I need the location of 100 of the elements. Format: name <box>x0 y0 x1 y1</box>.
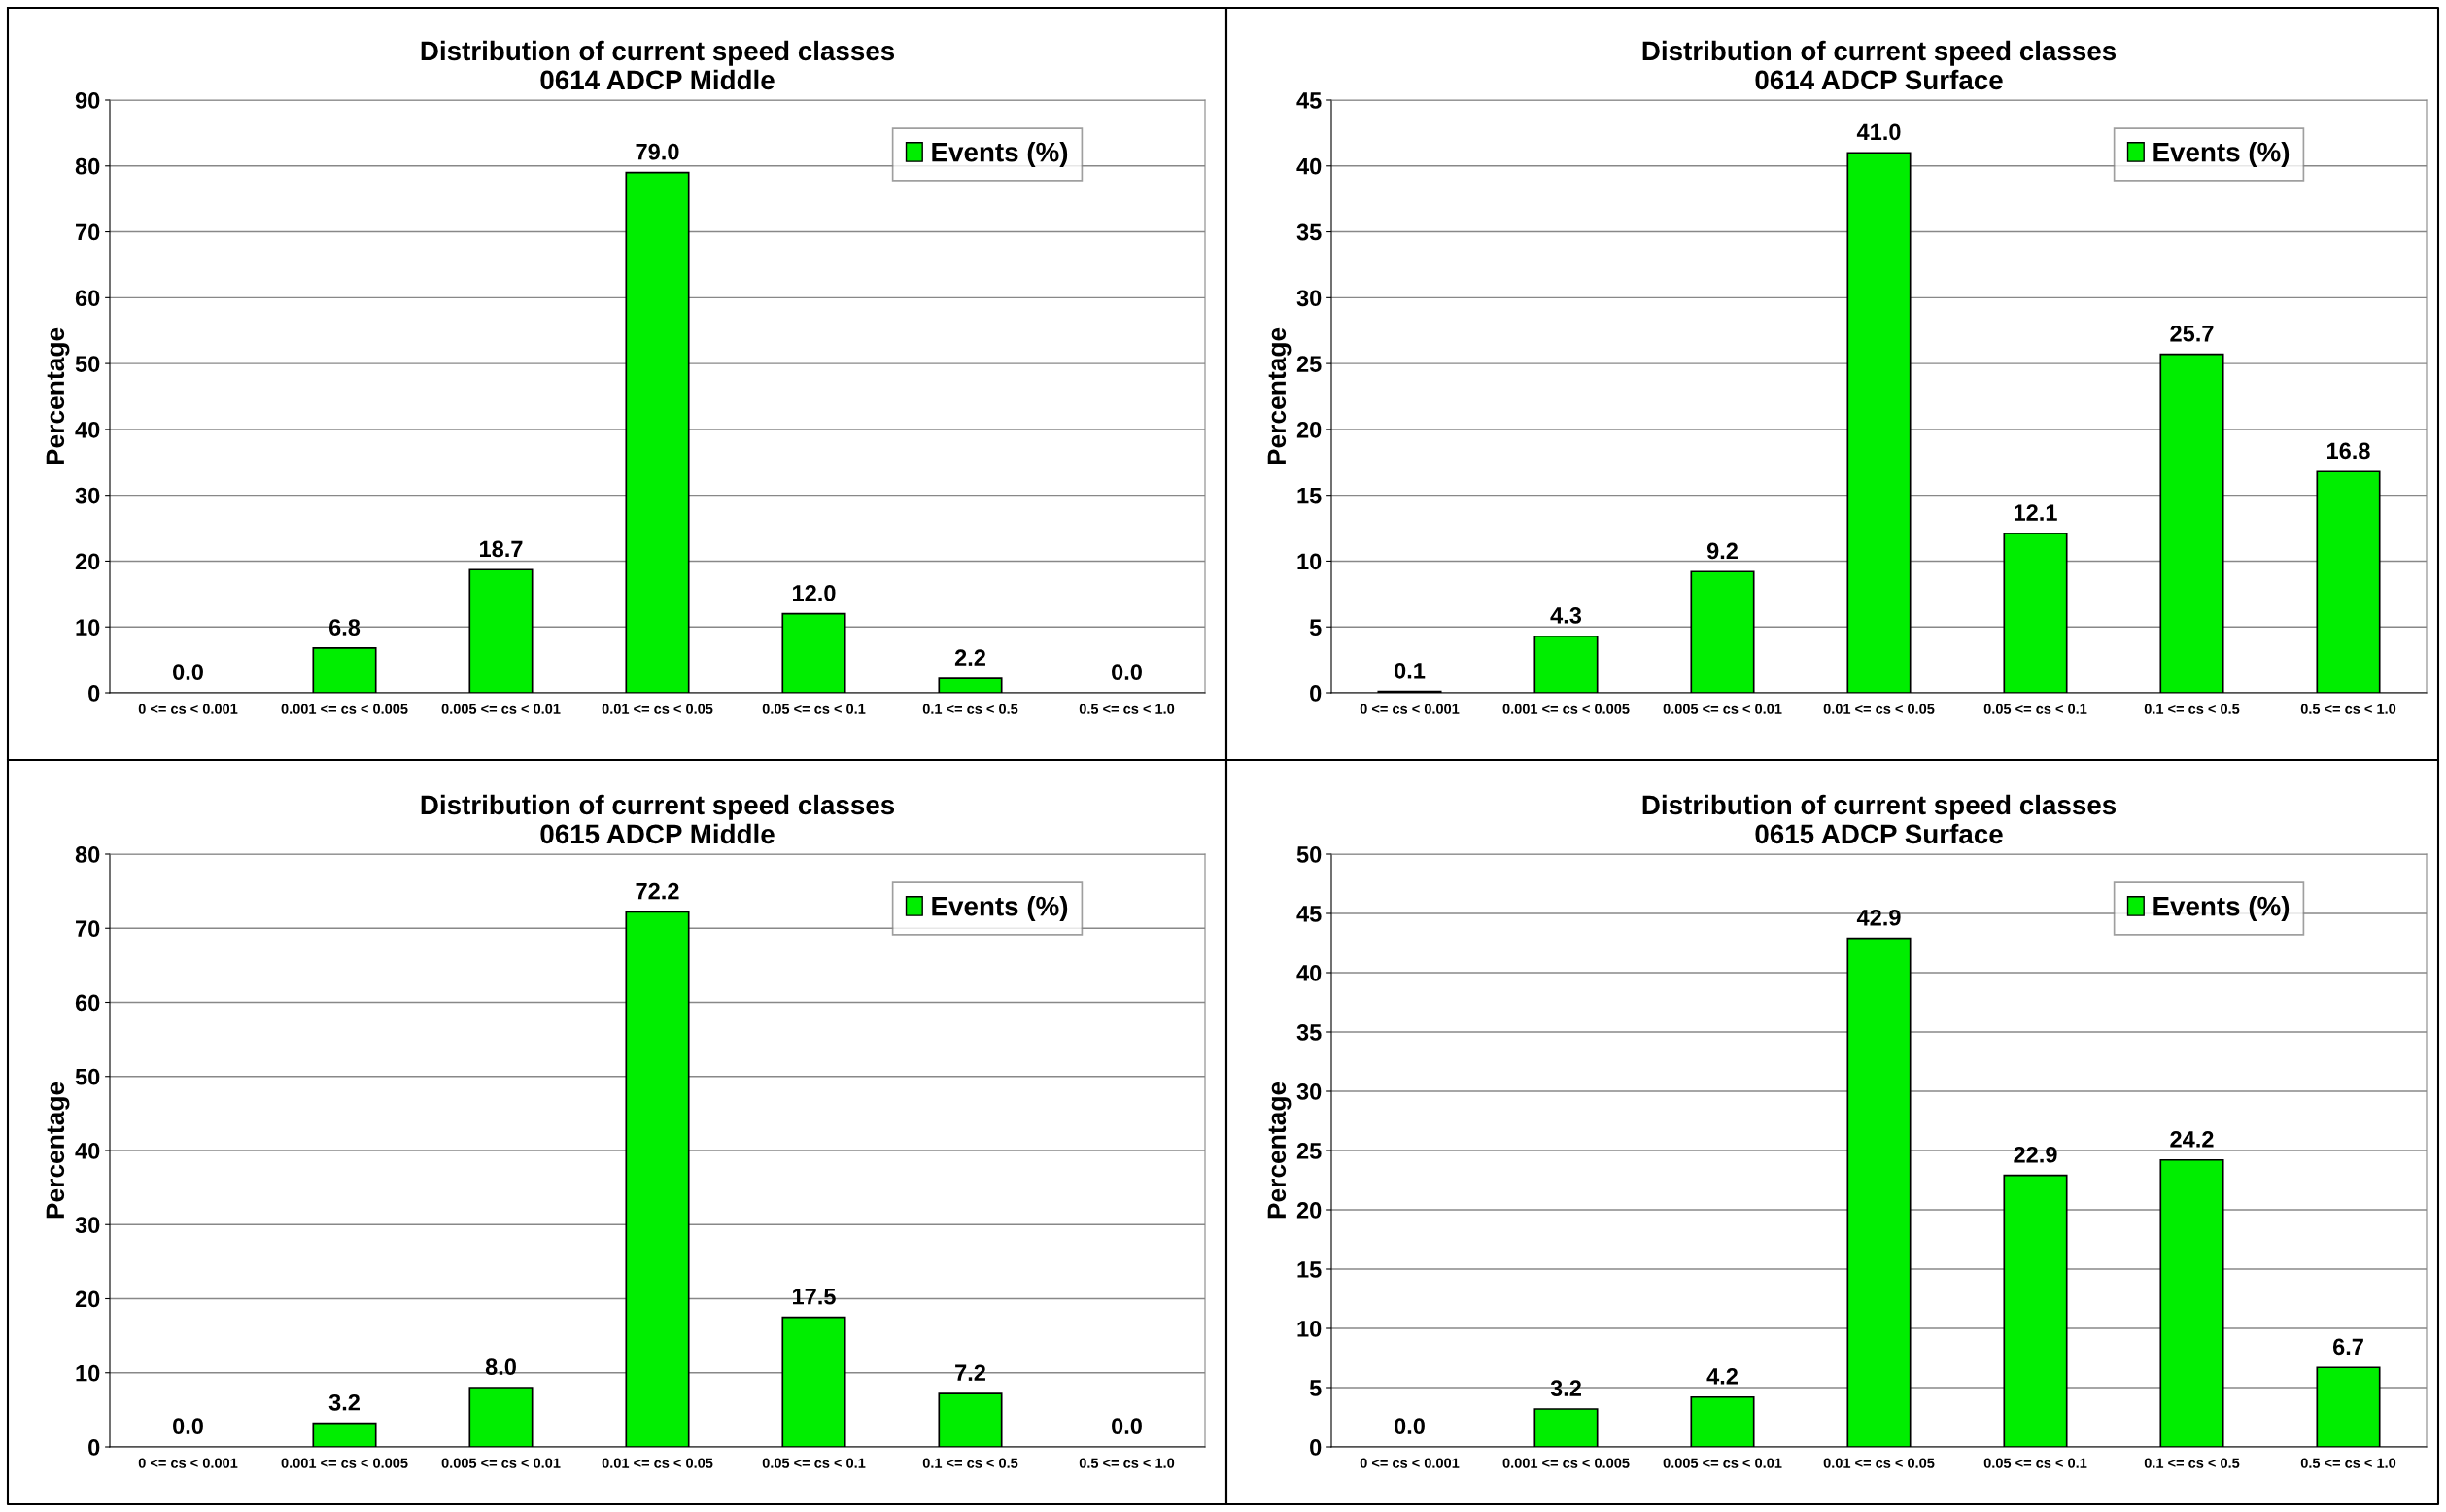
text: 0.0 <box>173 1418 203 1434</box>
chart-title: Distribution of current speed classes 0615 ADCP Surface <box>1642 794 2117 844</box>
y-tick-label: 15 <box>1297 487 1322 504</box>
y-tick-label: 50 <box>1296 846 1322 863</box>
text: 3.2 <box>1550 1380 1581 1396</box>
x-tick-label: 0.05 <= cs < 0.1 <box>1983 704 2087 714</box>
y-tick-label: 80 <box>75 846 100 863</box>
x-tick-label: 0.01 <= cs < 0.05 <box>602 704 713 714</box>
y-tick-label: 0 <box>1310 1439 1322 1456</box>
y-tick-label: 15 <box>1297 1261 1322 1278</box>
text: 0.0 <box>1112 664 1142 680</box>
x-tick-label: 0 <= cs < 0.001 <box>1360 1458 1460 1468</box>
y-axis-title: Percentage <box>46 1082 70 1219</box>
y-tick-label: 40 <box>1296 965 1322 981</box>
text: 12.0 <box>793 584 836 601</box>
legend-label: Events (%) <box>2153 142 2290 167</box>
y-tick-label: 0 <box>88 685 100 702</box>
x-tick-label: 0.1 <= cs < 0.5 <box>2144 704 2240 714</box>
text: 4.2 <box>1706 1368 1738 1385</box>
text: 25.7 <box>2170 325 2214 342</box>
y-tick-label: 10 <box>76 619 100 636</box>
text: 6.7 <box>2332 1338 2363 1356</box>
text: 79.0 <box>636 143 679 160</box>
y-tick-label: 30 <box>75 1217 100 1234</box>
legend-label: Events (%) <box>932 896 1068 921</box>
x-tick-label: 0.5 <= cs < 1.0 <box>1079 704 1175 714</box>
y-tick-label: 20 <box>75 1290 100 1308</box>
text: 8.0 <box>485 1358 516 1375</box>
y-tick-label: 40 <box>75 1143 100 1159</box>
x-tick-label: 0.5 <= cs < 1.0 <box>2300 704 2396 714</box>
legend-label: Events (%) <box>2153 896 2290 921</box>
y-tick-label: 25 <box>1296 356 1322 372</box>
y-tick-label: 70 <box>76 223 100 241</box>
y-axis-title: Percentage <box>46 327 70 464</box>
chart-title: Distribution of current speed classes 0614 ADCP Middle <box>421 40 895 90</box>
x-tick-label: 0.5 <= cs < 1.0 <box>1079 1458 1175 1468</box>
y-tick-label: 20 <box>75 553 100 570</box>
chart-title: Distribution of current speed classes 0614 ADCP Surface <box>1642 40 2117 90</box>
text: 22.9 <box>2014 1146 2057 1163</box>
x-tick-label: 0.05 <= cs < 0.1 <box>762 704 866 714</box>
text: 72.2 <box>636 882 679 900</box>
y-tick-label: 5 <box>1309 619 1322 636</box>
text: 0.0 <box>1112 1418 1142 1434</box>
y-tick-label: 20 <box>1296 421 1322 438</box>
x-tick-label: 0 <= cs < 0.001 <box>138 1458 238 1468</box>
y-tick-label: 50 <box>75 356 100 372</box>
chart-title: Distribution of current speed classes 0615 ADCP Middle <box>421 794 895 844</box>
text: 9.2 <box>1706 542 1738 560</box>
y-tick-label: 30 <box>1296 290 1322 307</box>
x-tick-label: 0.01 <= cs < 0.05 <box>602 1458 713 1468</box>
x-tick-label: 0.005 <= cs < 0.01 <box>441 704 561 714</box>
y-tick-label: 70 <box>76 920 100 938</box>
x-tick-label: 0.1 <= cs < 0.5 <box>922 1458 1018 1468</box>
text: 17.5 <box>793 1289 836 1305</box>
y-tick-label: 60 <box>75 290 100 307</box>
x-tick-label: 0.1 <= cs < 0.5 <box>2144 1458 2240 1468</box>
text: 18.7 <box>480 540 523 558</box>
text: 24.2 <box>2170 1131 2214 1148</box>
y-tick-label: 30 <box>75 487 100 504</box>
y-tick-label: 10 <box>1297 1321 1322 1337</box>
text: 3.2 <box>328 1393 360 1411</box>
y-tick-label: 0 <box>1310 685 1322 702</box>
text: 6.8 <box>328 619 361 636</box>
x-tick-label: 0.001 <= cs < 0.005 <box>1502 704 1630 714</box>
text: 7.2 <box>955 1364 985 1381</box>
y-tick-label: 40 <box>1296 157 1322 175</box>
y-axis-title: Percentage <box>1267 327 1292 464</box>
y-tick-label: 80 <box>75 157 100 175</box>
x-tick-label: 0 <= cs < 0.001 <box>1360 704 1460 714</box>
y-tick-label: 50 <box>75 1068 100 1085</box>
text: 16.8 <box>2327 442 2370 460</box>
y-tick-label: 35 <box>1296 1024 1322 1041</box>
text: 4.3 <box>1550 606 1582 624</box>
x-tick-label: 0 <= cs < 0.001 <box>138 704 238 714</box>
text: 0.0 <box>1395 1418 1425 1434</box>
y-tick-label: 45 <box>1296 92 1322 109</box>
x-tick-label: 0.005 <= cs < 0.01 <box>1663 1458 1782 1468</box>
text: 41.0 <box>1856 123 1901 141</box>
y-tick-label: 10 <box>1297 553 1322 570</box>
y-tick-label: 5 <box>1309 1380 1322 1396</box>
x-tick-label: 0.05 <= cs < 0.1 <box>1983 1458 2087 1468</box>
y-tick-label: 25 <box>1296 1143 1322 1159</box>
x-tick-label: 0.001 <= cs < 0.005 <box>1502 1458 1630 1468</box>
text: 42.9 <box>1856 909 1901 926</box>
y-tick-label: 0 <box>88 1439 100 1456</box>
x-tick-label: 0.05 <= cs < 0.1 <box>762 1458 866 1468</box>
text: 0.0 <box>173 664 203 680</box>
x-tick-label: 0.01 <= cs < 0.05 <box>1823 704 1935 714</box>
x-tick-label: 0.1 <= cs < 0.5 <box>922 704 1018 714</box>
y-tick-label: 45 <box>1296 906 1322 922</box>
x-tick-label: 0.5 <= cs < 1.0 <box>2300 1458 2396 1468</box>
x-tick-label: 0.001 <= cs < 0.005 <box>281 704 408 714</box>
text: 0.1 <box>1395 662 1426 679</box>
x-tick-label: 0.005 <= cs < 0.01 <box>441 1458 561 1468</box>
x-tick-label: 0.005 <= cs < 0.01 <box>1663 704 1782 714</box>
y-tick-label: 35 <box>1296 223 1322 241</box>
x-tick-label: 0.001 <= cs < 0.005 <box>281 1458 408 1468</box>
y-tick-label: 30 <box>1296 1083 1322 1100</box>
text: 12.1 <box>2015 504 2057 521</box>
x-tick-label: 0.01 <= cs < 0.05 <box>1823 1458 1935 1468</box>
